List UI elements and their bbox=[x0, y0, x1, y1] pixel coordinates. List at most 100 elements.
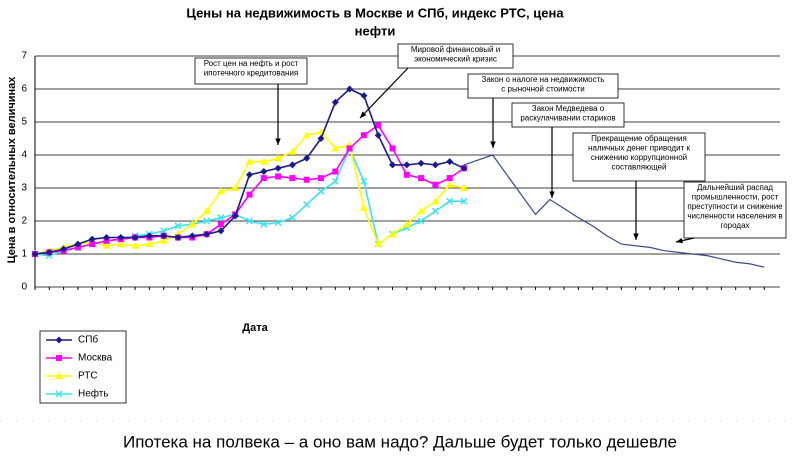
marker bbox=[116, 240, 125, 248]
marker bbox=[217, 214, 225, 222]
caption: Ипотека на полвека – а оно вам надо? Дал… bbox=[123, 432, 677, 451]
marker bbox=[131, 241, 140, 249]
marker bbox=[389, 145, 396, 152]
marker bbox=[331, 98, 339, 106]
annotation-text: снижению коррупционной bbox=[591, 153, 687, 162]
marker bbox=[360, 132, 367, 139]
marker bbox=[188, 220, 197, 228]
annotation-text: Дальнейший распад bbox=[697, 183, 773, 192]
marker bbox=[131, 234, 139, 241]
y-tick-label: 2 bbox=[21, 216, 27, 227]
marker bbox=[174, 222, 182, 230]
marker bbox=[55, 390, 63, 398]
annotation-text: ипотечного кредитования bbox=[204, 69, 299, 78]
arrow-head bbox=[676, 237, 683, 244]
marker bbox=[217, 227, 225, 235]
marker bbox=[274, 219, 282, 227]
y-axis-label: Цена в относительных величинах bbox=[6, 76, 18, 264]
marker bbox=[159, 236, 168, 244]
marker bbox=[74, 240, 82, 248]
marker bbox=[431, 161, 439, 169]
marker bbox=[446, 158, 454, 166]
marker bbox=[145, 232, 153, 240]
marker bbox=[203, 217, 211, 225]
marker bbox=[274, 154, 283, 162]
marker bbox=[56, 355, 62, 361]
arrow-head bbox=[490, 141, 496, 148]
marker bbox=[45, 248, 53, 256]
marker bbox=[102, 241, 111, 249]
marker bbox=[417, 207, 426, 215]
arrow-head bbox=[360, 111, 367, 118]
marker bbox=[359, 203, 368, 211]
annotation-text: Прекращение обращения bbox=[591, 134, 687, 143]
marker bbox=[231, 212, 239, 220]
caption-background bbox=[0, 422, 800, 465]
marker bbox=[217, 221, 224, 228]
annotation-text: преступности и снижение bbox=[687, 202, 783, 211]
marker bbox=[389, 161, 396, 169]
marker bbox=[317, 187, 325, 195]
marker bbox=[360, 177, 368, 185]
marker bbox=[55, 372, 63, 379]
marker bbox=[431, 207, 439, 215]
marker bbox=[303, 200, 311, 209]
marker bbox=[288, 147, 297, 155]
legend-item: Москва bbox=[46, 353, 113, 364]
marker bbox=[445, 180, 454, 188]
marker bbox=[375, 122, 382, 129]
marker bbox=[188, 232, 196, 240]
marker bbox=[303, 176, 310, 183]
marker bbox=[117, 234, 125, 241]
annotation-box bbox=[467, 73, 619, 99]
marker bbox=[203, 230, 211, 238]
plot-background bbox=[0, 0, 800, 420]
annotation-text: городах bbox=[720, 221, 749, 230]
y-tick-label: 7 bbox=[21, 51, 27, 62]
marker bbox=[275, 173, 282, 180]
y-tick-label: 1 bbox=[21, 249, 27, 260]
legend-label: РТС bbox=[78, 371, 98, 382]
marker bbox=[460, 184, 468, 191]
y-tick-label: 5 bbox=[21, 117, 27, 128]
legend-label: СПб bbox=[78, 334, 98, 346]
marker bbox=[174, 234, 182, 241]
annotation-text: раскулачивании стариков bbox=[520, 114, 615, 123]
marker bbox=[231, 184, 240, 191]
y-tick-label: 0 bbox=[21, 282, 27, 293]
annotation-text: численности населения в bbox=[687, 212, 782, 221]
marker bbox=[260, 168, 268, 175]
y-tick-label: 4 bbox=[21, 150, 27, 161]
marker bbox=[216, 187, 225, 195]
marker bbox=[431, 197, 440, 205]
marker bbox=[403, 161, 411, 169]
arrow-head bbox=[549, 191, 555, 198]
marker bbox=[417, 217, 425, 225]
annotation-text: составляющей bbox=[611, 163, 666, 172]
annotation-text: промышленности, рост bbox=[692, 193, 779, 202]
marker bbox=[417, 159, 425, 167]
marker bbox=[202, 207, 211, 215]
marker bbox=[55, 336, 63, 344]
marker bbox=[318, 175, 324, 182]
annotation-text: Мировой финансовый и bbox=[411, 45, 500, 54]
annotation-box bbox=[683, 181, 787, 239]
marker bbox=[289, 175, 296, 182]
arrow-head bbox=[633, 233, 639, 240]
legend-item: РТС bbox=[46, 371, 98, 382]
marker bbox=[418, 175, 425, 182]
marker bbox=[403, 171, 410, 178]
marker bbox=[374, 240, 383, 248]
marker bbox=[402, 220, 411, 228]
annotation-text: экономический кризис bbox=[414, 55, 497, 64]
marker bbox=[145, 240, 154, 248]
marker bbox=[360, 92, 368, 100]
annotation-box bbox=[511, 102, 625, 128]
marker bbox=[331, 144, 340, 152]
marker bbox=[288, 161, 296, 169]
marker bbox=[60, 245, 68, 253]
marker bbox=[288, 214, 296, 222]
y-tick-label: 3 bbox=[21, 183, 27, 194]
marker bbox=[260, 220, 268, 228]
marker bbox=[89, 241, 96, 248]
